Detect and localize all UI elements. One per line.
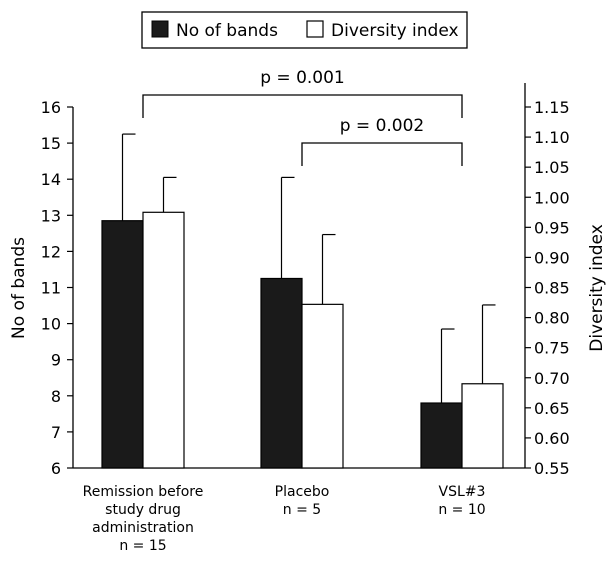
p-value-label: p = 0.002 bbox=[340, 116, 425, 136]
y-left-tick-label: 8 bbox=[51, 387, 61, 406]
y-right-tick-label: 0.70 bbox=[534, 369, 570, 388]
y-left-tick-label: 14 bbox=[41, 170, 61, 189]
x-category-label: study drug bbox=[105, 502, 181, 518]
bar-diversity-index bbox=[461, 383, 504, 469]
y-right-tick-label: 0.95 bbox=[534, 218, 570, 237]
y-left-tick-label: 13 bbox=[41, 206, 61, 225]
legend-box bbox=[141, 11, 468, 49]
x-category-label: Remission before bbox=[83, 484, 204, 500]
y-right-tick-label: 0.60 bbox=[534, 429, 570, 448]
y-right-tick-label: 0.75 bbox=[534, 339, 570, 358]
legend: No of bands Diversity index bbox=[141, 11, 468, 49]
legend-swatch-diversity-index bbox=[306, 20, 324, 38]
x-category-label: n = 15 bbox=[119, 538, 166, 554]
significance-bracket bbox=[301, 142, 463, 166]
y-right-tick-label: 1.15 bbox=[534, 98, 570, 117]
bar-no-of-bands bbox=[420, 402, 463, 469]
x-category-label: n = 10 bbox=[438, 502, 485, 518]
y-left-tick-label: 16 bbox=[41, 98, 61, 117]
y-left-tick-label: 9 bbox=[51, 351, 61, 370]
y-right-tick-label: 1.10 bbox=[534, 128, 570, 147]
y-right-tick-label: 0.90 bbox=[534, 248, 570, 267]
bar-no-of-bands bbox=[260, 277, 303, 469]
bar-diversity-index bbox=[142, 211, 185, 469]
y-right-tick-label: 0.55 bbox=[534, 459, 570, 478]
y-right-tick-label: 0.80 bbox=[534, 309, 570, 328]
y-left-tick-label: 11 bbox=[41, 279, 61, 298]
x-category-label: Placebo bbox=[275, 484, 330, 500]
y-right-tick-label: 0.65 bbox=[534, 399, 570, 418]
x-category-label: n = 5 bbox=[283, 502, 321, 518]
legend-swatch-no-of-bands bbox=[151, 20, 169, 38]
p-value-label: p = 0.001 bbox=[260, 68, 345, 88]
y-left-tick-label: 7 bbox=[51, 423, 61, 442]
y-right-tick-label: 1.00 bbox=[534, 188, 570, 207]
chart-marks: 6 7 8 9 10 11 12 13 14 15 16 0.55 0.60 0.65 0.70 0.75 0.… bbox=[41, 68, 570, 554]
bar-diversity-index bbox=[301, 303, 344, 469]
y-right-tick-label: 0.85 bbox=[534, 279, 570, 298]
significance-bracket bbox=[142, 94, 463, 118]
y-left-tick-label: 6 bbox=[51, 459, 61, 478]
x-category-label: administration bbox=[92, 520, 194, 536]
legend-label-diversity-index: Diversity index bbox=[331, 21, 459, 41]
y-axis-left-title: No of bands bbox=[9, 237, 29, 339]
legend-label-no-of-bands: No of bands bbox=[176, 21, 278, 41]
y-left-tick-label: 15 bbox=[41, 134, 61, 153]
y-left-tick-label: 12 bbox=[41, 242, 61, 261]
y-right-tick-label: 1.05 bbox=[534, 158, 570, 177]
x-category-label: VSL#3 bbox=[439, 484, 486, 500]
y-left-tick-label: 10 bbox=[41, 315, 61, 334]
bar-no-of-bands bbox=[101, 220, 144, 469]
y-axis-right-title: Diversity index bbox=[587, 224, 607, 352]
